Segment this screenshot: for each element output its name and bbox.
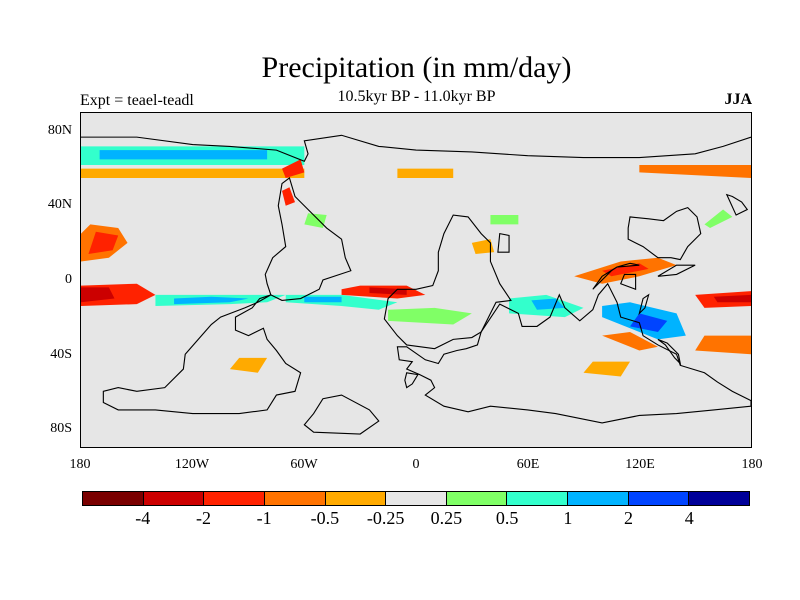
- lon-tick-label: 180: [741, 457, 763, 472]
- lon-tick-label: 0: [412, 457, 420, 472]
- colorbar-box: [628, 492, 690, 505]
- colorbar-box: [568, 492, 629, 505]
- plot-title: Precipitation (in mm/day): [261, 51, 572, 84]
- colorbar-label: -4: [135, 508, 151, 528]
- coast-africa: [383, 214, 512, 350]
- colorbar-box: [325, 492, 387, 505]
- colorbar: [82, 491, 750, 506]
- anomaly-wet-africa: [388, 307, 472, 325]
- lon-tick-label: 60E: [516, 457, 540, 472]
- lat-tick-label: 80N: [47, 122, 72, 138]
- coast-north-america: [102, 294, 302, 415]
- colorbar-box: [204, 492, 265, 505]
- lat-tick-label: 40S: [50, 346, 72, 362]
- lon-tick-label: 60W: [290, 457, 318, 472]
- colorbar-label: 1: [563, 508, 573, 528]
- lat-tick-label: 80S: [50, 421, 72, 437]
- lat-tick-label: 40N: [47, 197, 72, 213]
- coastline-layer: [81, 134, 751, 435]
- colorbar-label: 4: [684, 508, 694, 528]
- coast-australia: [627, 206, 702, 261]
- colorbar-box: [83, 492, 144, 505]
- colorbar-box: [446, 492, 508, 505]
- colorbar-label: -0.5: [310, 508, 340, 528]
- colorbar-label: 0.25: [430, 508, 463, 528]
- map-panel: [80, 112, 752, 448]
- season-label: JJA: [724, 91, 752, 108]
- lon-tick-label: 120W: [174, 457, 210, 472]
- colorbar-label: 2: [624, 508, 634, 528]
- colorbar-box: [386, 492, 447, 505]
- lon-tick-label: 120E: [625, 457, 655, 472]
- colorbar-box: [143, 492, 205, 505]
- plot-subtitle: 10.5kyr BP - 11.0kyr BP: [337, 88, 496, 105]
- colorbar-box: [507, 492, 569, 505]
- lon-tick-label: 180: [69, 457, 91, 472]
- precipitation-map: [81, 113, 751, 447]
- colorbar-label: -0.25: [366, 508, 405, 528]
- colorbar-box: [264, 492, 326, 505]
- lat-tick-label: 0: [65, 272, 72, 287]
- coast-antarctica: [81, 134, 751, 162]
- colorbar-label: -1: [256, 508, 272, 528]
- coast-eurasia: [396, 282, 751, 424]
- coast-south-america: [264, 177, 352, 301]
- colorbar-label: 0.5: [495, 508, 519, 528]
- coast-greenland: [303, 394, 380, 435]
- colorbar-label: -2: [195, 508, 211, 528]
- colorbar-box: [689, 492, 750, 505]
- anomaly-layer: [81, 146, 751, 377]
- anomaly-dry-southern-ocean: [81, 168, 305, 178]
- experiment-label: Expt = teael-teadl: [80, 92, 194, 109]
